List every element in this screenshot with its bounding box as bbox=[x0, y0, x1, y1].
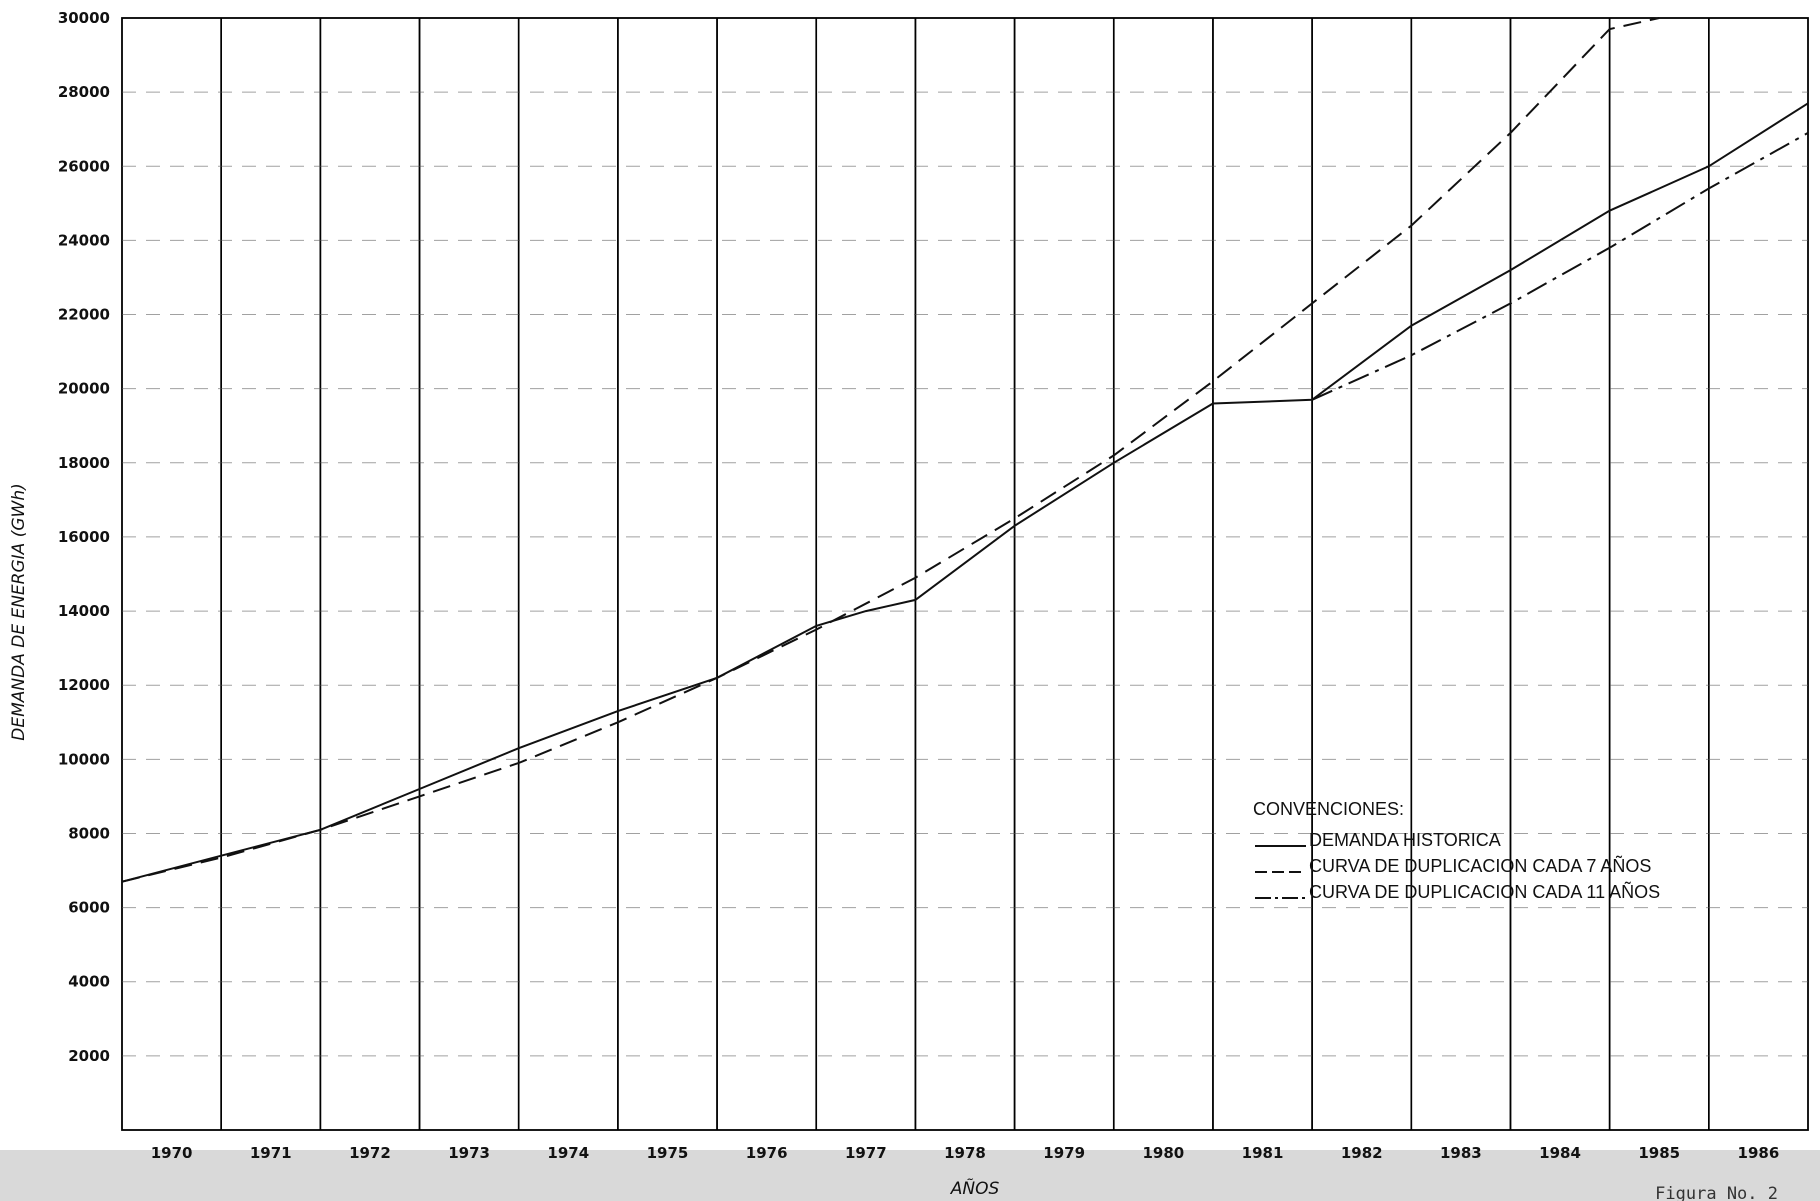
series-line-2 bbox=[121, 17, 1660, 883]
y-tick-label: 12000 bbox=[58, 676, 110, 694]
x-tick-label: 1978 bbox=[944, 1144, 986, 1162]
x-tick-label: 1985 bbox=[1638, 1144, 1680, 1162]
x-tick-label: 1981 bbox=[1242, 1144, 1284, 1162]
x-tick-label: 1982 bbox=[1341, 1144, 1383, 1162]
x-tick-label: 1979 bbox=[1043, 1144, 1085, 1162]
x-tick-label: 1980 bbox=[1142, 1144, 1184, 1162]
y-tick-label: 20000 bbox=[58, 380, 110, 398]
x-axis-title: AÑOS bbox=[950, 1177, 1000, 1199]
x-tick-label: 1984 bbox=[1539, 1144, 1581, 1162]
y-tick-label: 2000 bbox=[68, 1047, 110, 1065]
legend: CONVENCIONES: DEMANDA HISTORICA CURVA DE … bbox=[1253, 799, 1660, 902]
series-lines bbox=[121, 17, 1809, 883]
x-tick-label: 1970 bbox=[151, 1144, 193, 1162]
y-tick-label: 26000 bbox=[58, 157, 110, 175]
grid bbox=[121, 17, 1809, 1131]
legend-label: DEMANDA HISTORICA bbox=[1309, 830, 1501, 850]
x-tick-label: 1971 bbox=[250, 1144, 292, 1162]
legend-title: CONVENCIONES: bbox=[1253, 799, 1404, 819]
x-tick-label: 1974 bbox=[547, 1144, 589, 1162]
y-tick-label: 14000 bbox=[58, 602, 110, 620]
y-tick-label: 10000 bbox=[58, 750, 110, 768]
y-tick-label: 30000 bbox=[58, 9, 110, 27]
legend-label: CURVA DE DUPLICACION CADA 11 AÑOS bbox=[1309, 881, 1660, 902]
plot-frame bbox=[121, 17, 1809, 1131]
y-tick-label: 16000 bbox=[58, 528, 110, 546]
x-tick-label: 1976 bbox=[746, 1144, 788, 1162]
y-axis-title: DEMANDA DE ENERGIA (GWh) bbox=[9, 483, 29, 740]
series-line-1 bbox=[121, 102, 1809, 883]
figure-caption: Figura No. 2 bbox=[1655, 1184, 1778, 1201]
y-tick-label: 4000 bbox=[68, 973, 110, 991]
y-tick-label: 24000 bbox=[58, 231, 110, 249]
x-tick-label: 1986 bbox=[1738, 1144, 1780, 1162]
y-tick-label: 22000 bbox=[58, 306, 110, 324]
x-tick-labels: 1970 1971 1972 1973 1974 1975 1976 1977 1978 1979… bbox=[151, 1144, 1780, 1162]
footer-band bbox=[0, 1150, 1820, 1201]
y-tick-label: 8000 bbox=[68, 824, 110, 842]
series-line-3 bbox=[1311, 132, 1809, 401]
y-tick-label: 18000 bbox=[58, 454, 110, 472]
x-tick-label: 1972 bbox=[349, 1144, 391, 1162]
legend-label: CURVA DE DUPLICACION CADA 7 AÑOS bbox=[1309, 855, 1651, 876]
x-tick-label: 1973 bbox=[448, 1144, 490, 1162]
y-tick-label: 28000 bbox=[58, 83, 110, 101]
y-tick-label: 6000 bbox=[68, 899, 110, 917]
x-tick-label: 1977 bbox=[845, 1144, 887, 1162]
x-tick-label: 1983 bbox=[1440, 1144, 1482, 1162]
y-axis: 2000 4000 6000 8000 10000 12000 14000 16000 1800… bbox=[58, 9, 1808, 1065]
x-tick-label: 1975 bbox=[647, 1144, 689, 1162]
